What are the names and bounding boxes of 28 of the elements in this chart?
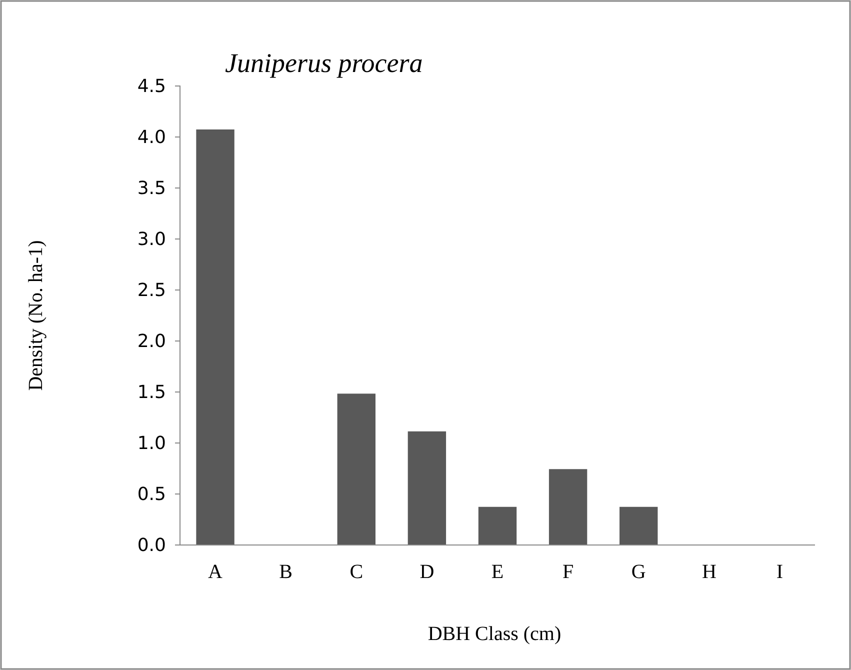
y-tick-label: 2.0	[137, 330, 166, 352]
x-tick-label: H	[702, 561, 716, 583]
y-axis-title: Density (No. ha-1)	[25, 240, 47, 391]
y-tick-label: 1.0	[137, 432, 166, 454]
y-tick-label: 0.5	[137, 484, 166, 505]
bar	[408, 431, 446, 546]
x-tick-label: E	[491, 561, 504, 583]
x-tick-label: D	[420, 561, 434, 583]
bar	[620, 506, 658, 546]
y-tick-label: 3.0	[137, 228, 166, 250]
y-tick-label: 3.5	[137, 178, 166, 199]
x-tick-label: B	[279, 561, 293, 583]
bar	[548, 469, 588, 546]
x-tick-label: A	[208, 561, 224, 583]
y-tick-label: 2.5	[137, 280, 166, 301]
y-tick-label: 1.5	[137, 382, 166, 403]
chart-title: Juniperus procera	[225, 48, 423, 78]
bar	[337, 394, 376, 546]
x-tick-label: G	[631, 561, 646, 583]
bar	[196, 129, 234, 546]
x-tick-label: C	[350, 561, 364, 583]
bar	[478, 506, 517, 546]
x-axis-title: DBH Class (cm)	[428, 623, 562, 645]
x-tick-label: I	[776, 561, 784, 583]
x-tick-label: F	[562, 561, 574, 583]
y-tick-label: 0.0	[137, 534, 166, 556]
y-tick-label: 4.5	[137, 76, 166, 97]
y-tick-label: 4.0	[137, 126, 166, 148]
